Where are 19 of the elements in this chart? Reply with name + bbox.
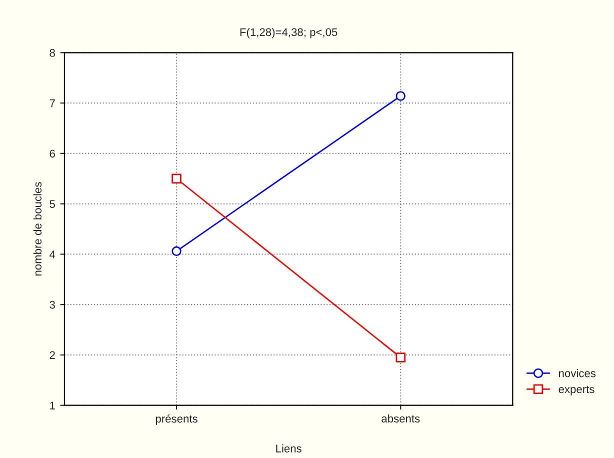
point (396, 352, 406, 362)
x-tick-label: absents (382, 414, 420, 423)
legend-label: experts (558, 386, 594, 396)
y-tick-label: 1 (50, 402, 55, 410)
x-axis-title: Liens (276, 444, 302, 452)
y-tick-label: 8 (50, 48, 55, 57)
y-tick-label: 5 (50, 200, 55, 208)
point (172, 246, 182, 256)
point (396, 91, 406, 101)
x-tick-label: présents (156, 414, 198, 425)
y-axis-title: nombre de boucles (33, 182, 42, 276)
y-tick-label: 2 (50, 351, 55, 359)
y-tick-label: 3 (50, 300, 55, 309)
legend-label: novices (559, 369, 596, 378)
y-tick-label: 6 (50, 150, 55, 158)
y-tick-label: 4 (50, 250, 56, 258)
chart-title: F(1,28)=4,38; p<,05 (240, 28, 338, 38)
point (172, 174, 182, 184)
y-tick-label: 7 (50, 99, 55, 108)
